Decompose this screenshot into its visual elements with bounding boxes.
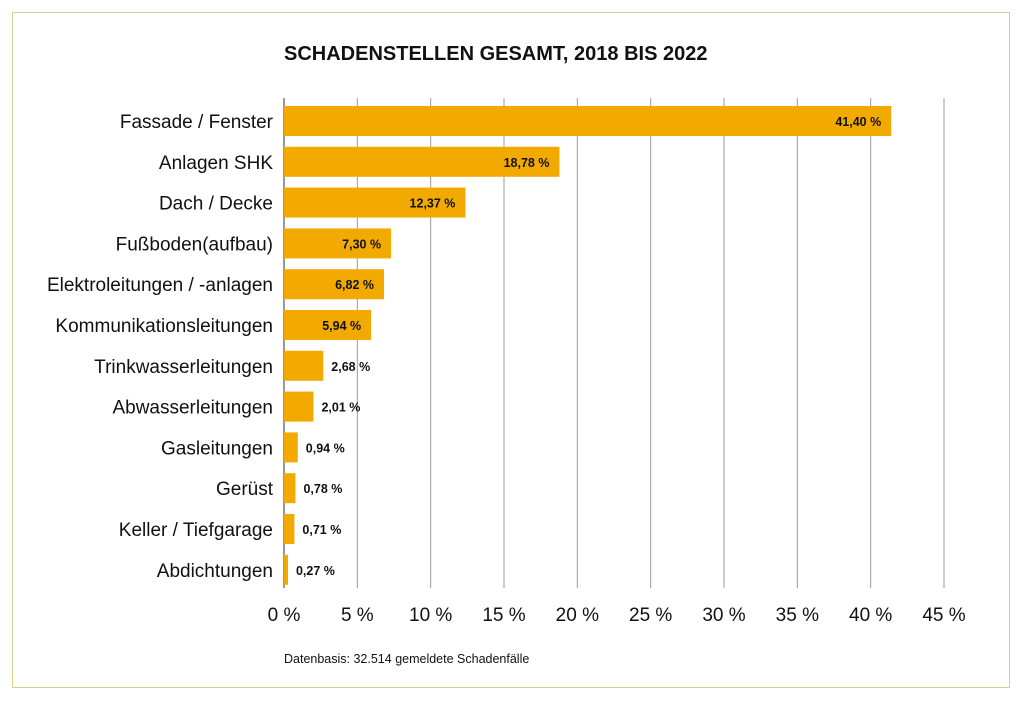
data-source-note: Datenbasis: 32.514 gemeldete Schadenfäll… bbox=[284, 652, 529, 666]
bar bbox=[284, 350, 324, 381]
category-labels: Fassade / Fenster Anlagen SHK Dach / Decke… bbox=[47, 112, 274, 582]
data-label: 0,78 % bbox=[303, 482, 342, 496]
bar bbox=[284, 391, 314, 422]
category-label: Fußboden(aufbau) bbox=[116, 234, 273, 255]
data-label: 12,37 % bbox=[410, 197, 456, 211]
bar bbox=[284, 228, 392, 259]
data-label: 5,94 % bbox=[322, 319, 361, 333]
bar bbox=[284, 554, 288, 585]
category-label: Gerüst bbox=[216, 479, 274, 500]
category-label: Abwasserleitungen bbox=[112, 398, 273, 419]
category-label: Keller / Tiefgarage bbox=[119, 520, 273, 541]
data-label: 0,94 % bbox=[306, 441, 345, 455]
x-tick-label: 10 % bbox=[409, 605, 452, 626]
category-label: Dach / Decke bbox=[159, 194, 273, 215]
category-label: Elektroleitungen / -anlagen bbox=[47, 275, 273, 296]
bar bbox=[284, 432, 298, 463]
category-label: Anlagen SHK bbox=[159, 153, 273, 174]
data-label: 2,68 % bbox=[331, 360, 370, 374]
x-tick-label: 5 % bbox=[341, 605, 374, 626]
category-label: Fassade / Fenster bbox=[120, 112, 274, 133]
bar bbox=[284, 310, 372, 340]
data-label: 7,30 % bbox=[342, 237, 381, 251]
data-label: 41,40 % bbox=[835, 115, 881, 129]
x-tick-label: 25 % bbox=[629, 605, 672, 626]
category-label: Kommunikationsleitungen bbox=[55, 316, 273, 337]
grid-lines bbox=[283, 98, 945, 588]
data-label: 6,82 % bbox=[335, 278, 374, 292]
data-label: 0,27 % bbox=[296, 564, 335, 578]
bar bbox=[284, 146, 560, 177]
bar bbox=[284, 514, 295, 544]
bar bbox=[284, 106, 892, 136]
bar bbox=[284, 473, 296, 504]
bars bbox=[284, 106, 892, 585]
x-axis-ticks: 0 % 5 % 10 % 15 % 20 % 25 % 30 % 35 % 40 % 45 % bbox=[268, 605, 966, 626]
category-label: Trinkwasserleitungen bbox=[94, 357, 273, 378]
x-tick-label: 15 % bbox=[482, 605, 525, 626]
x-tick-label: 0 % bbox=[268, 605, 301, 626]
x-tick-label: 20 % bbox=[556, 605, 599, 626]
x-tick-label: 30 % bbox=[702, 605, 745, 626]
x-tick-label: 45 % bbox=[922, 605, 965, 626]
bar bbox=[284, 187, 466, 218]
x-tick-label: 40 % bbox=[849, 605, 892, 626]
chart-frame bbox=[12, 12, 1010, 688]
category-label: Abdichtungen bbox=[157, 561, 273, 582]
data-label: 0,71 % bbox=[302, 523, 341, 537]
category-label: Gasleitungen bbox=[161, 438, 273, 459]
data-label: 18,78 % bbox=[504, 156, 550, 170]
data-label: 2,01 % bbox=[321, 401, 360, 415]
bar bbox=[284, 269, 385, 300]
chart-title: SCHADENSTELLEN GESAMT, 2018 BIS 2022 bbox=[284, 43, 707, 65]
value-labels: 41,40 % 18,78 % 12,37 % 7,30 % 6,82 % 5,94 % 2… bbox=[296, 115, 881, 578]
x-tick-label: 35 % bbox=[776, 605, 819, 626]
